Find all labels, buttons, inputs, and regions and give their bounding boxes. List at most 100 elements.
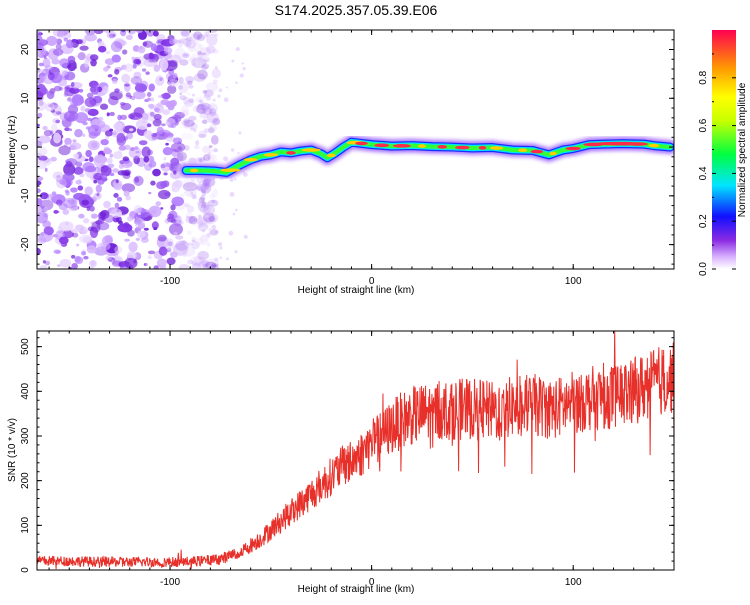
noise-blob: [63, 37, 68, 42]
noise-blob: [70, 187, 78, 193]
noise-blob: [116, 196, 123, 202]
ridge-hotspot: [530, 149, 544, 154]
noise-blob: [157, 129, 171, 137]
noise-blob: [59, 258, 71, 268]
ridge-hotspot: [355, 141, 368, 146]
noise-blob: [208, 216, 215, 223]
noise-blob: [47, 72, 55, 81]
noise-blob: [74, 112, 88, 124]
noise-blob: [109, 111, 115, 117]
noise-blob: [206, 102, 218, 114]
noise-blob: [203, 128, 209, 133]
noise-blob: [114, 202, 120, 209]
noise-blob: [57, 264, 61, 267]
colorbar-tick-label: 0.4: [698, 166, 709, 180]
noise-blob: [122, 156, 130, 162]
noise-blob: [37, 237, 47, 245]
noise-blob: [37, 188, 41, 194]
noise-blob: [45, 102, 55, 112]
noise-blob: [161, 123, 166, 127]
noise-blob: [159, 77, 163, 81]
noise-blob: [115, 216, 122, 223]
noise-blob: [109, 172, 115, 177]
noise-blob: [69, 128, 72, 132]
noise-blob: [196, 217, 209, 226]
noise-blob: [191, 221, 199, 226]
noise-blob: [114, 39, 127, 47]
noise-blob: [135, 30, 143, 33]
noise-blob: [184, 123, 191, 128]
noise-blob: [90, 59, 97, 67]
noise-blob: [148, 191, 152, 195]
noise-blob: [195, 140, 200, 146]
noise-blob: [81, 251, 87, 256]
noise-blob: [43, 226, 54, 236]
noise-blob: [209, 123, 217, 132]
noise-blob: [133, 155, 140, 165]
noise-blob: [137, 230, 146, 239]
noise-blob: [68, 204, 79, 212]
noise-blob: [212, 79, 218, 85]
noise-blob: [168, 223, 183, 236]
noise-blob: [135, 119, 150, 130]
noise-speck: [237, 151, 240, 155]
noise-blob: [202, 184, 210, 190]
noise-blob: [52, 30, 65, 37]
y-tick-label: 10: [20, 92, 31, 104]
noise-blob: [73, 166, 84, 175]
noise-blob: [111, 259, 116, 265]
spectrogram-x-ticks: -100 0 100: [48, 30, 675, 287]
noise-speck: [217, 94, 221, 98]
noise-blob: [103, 200, 111, 209]
noise-blob: [89, 205, 95, 212]
noise-blob: [207, 104, 214, 112]
noise-blob: [153, 64, 161, 72]
noise-blob: [77, 185, 84, 191]
noise-blob: [183, 120, 195, 127]
noise-blob: [155, 75, 165, 86]
noise-blob: [134, 218, 146, 229]
noise-blob: [111, 260, 122, 267]
noise-blob: [114, 68, 120, 75]
y-tick-label: -10: [20, 188, 31, 203]
noise-blob: [89, 54, 99, 61]
noise-blob: [187, 92, 191, 96]
ridge-hotspot: [478, 145, 487, 150]
noise-blob: [205, 261, 217, 269]
noise-blob: [197, 256, 206, 264]
noise-blob: [185, 41, 192, 49]
noise-blob: [201, 192, 207, 197]
noise-blob: [197, 51, 203, 56]
noise-blob: [212, 137, 217, 142]
noise-blob: [202, 154, 211, 162]
noise-blob: [175, 235, 184, 240]
noise-blob: [128, 146, 142, 159]
noise-blob: [96, 192, 100, 197]
noise-blob: [124, 63, 134, 72]
noise-blob: [86, 245, 97, 254]
noise-blob: [153, 113, 162, 120]
noise-blob: [145, 71, 150, 75]
noise-blob: [87, 124, 102, 136]
noise-blob: [72, 139, 77, 143]
noise-blob: [137, 46, 146, 54]
noise-blob: [157, 40, 162, 44]
noise-blob: [123, 82, 131, 92]
noise-blob: [208, 264, 220, 269]
noise-speck: [228, 230, 234, 236]
noise-blob: [90, 85, 99, 95]
spectrogram-noise-region: [37, 30, 248, 269]
noise-blob: [151, 133, 157, 138]
noise-blob: [44, 260, 51, 266]
ridge-hotspot: [301, 148, 321, 152]
noise-blob: [91, 142, 98, 149]
colorbar-tick-label: 0.6: [698, 118, 709, 132]
noise-speck: [218, 88, 223, 93]
noise-speck: [241, 62, 244, 65]
noise-blob: [126, 216, 134, 222]
noise-speck: [232, 212, 236, 216]
noise-blob: [133, 175, 144, 186]
noise-blob: [183, 118, 191, 124]
noise-blob: [143, 59, 158, 68]
